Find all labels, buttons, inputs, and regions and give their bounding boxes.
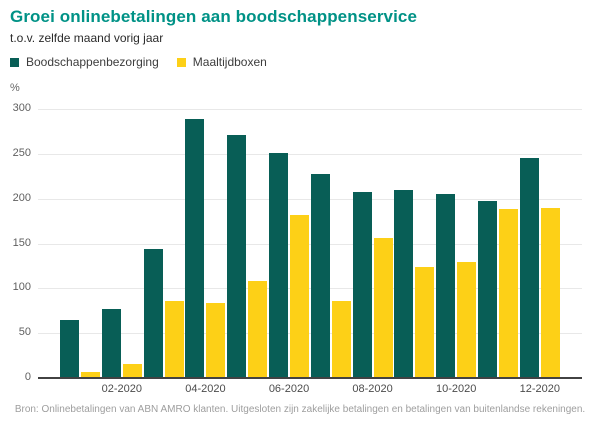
x-axis-tick-label-08-2020: 08-2020 — [352, 383, 393, 395]
x-axis-tick-label-12-2020: 12-2020 — [519, 383, 560, 395]
chart-subtitle: t.o.v. zelfde maand vorig jaar — [10, 31, 164, 45]
bar-11-2020-maaltijdboxen — [499, 208, 518, 378]
gridline-250 — [38, 153, 582, 155]
bar-05-2020-maaltijdboxen — [248, 281, 268, 378]
y-axis-tick-label-100: 100 — [12, 281, 31, 294]
legend-swatch-teal-icon — [10, 57, 19, 67]
bar-12-2020-maaltijdboxen — [540, 207, 560, 378]
y-axis-tick-label-150: 150 — [12, 236, 31, 249]
x-axis-tick-label-06-2020: 06-2020 — [268, 383, 310, 395]
bar-02-2020-boodschappenbezorging — [101, 308, 121, 378]
x-axis-tick-label-10-2020: 10-2020 — [436, 383, 477, 395]
legend-item-maaltijdboxen: Maaltijdboxen — [176, 55, 267, 69]
gridline-100 — [38, 288, 582, 290]
x-axis-tick-label-02-2020: 02-2020 — [101, 383, 142, 395]
bar-06-2020-boodschappenbezorging — [269, 152, 288, 378]
legend-item-boodschappenbezorging: Boodschappenbezorging — [10, 55, 159, 69]
bar-05-2020-boodschappenbezorging — [227, 135, 247, 378]
gridline-200 — [38, 198, 582, 200]
legend-label-boodschappenbezorging: Boodschappenbezorging — [26, 55, 159, 69]
bar-08-2020-boodschappenbezorging — [352, 191, 372, 378]
legend: Boodschappenbezorging Maaltijdboxen — [10, 55, 267, 69]
bar-09-2020-maaltijdboxen — [415, 266, 435, 378]
bar-06-2020-maaltijdboxen — [290, 214, 309, 378]
y-axis-tick-label-250: 250 — [12, 146, 31, 159]
legend-swatch-yellow-icon — [176, 57, 186, 67]
bar-10-2020-boodschappenbezorging — [436, 194, 456, 378]
bar-01-2020-maaltijdboxen — [81, 371, 100, 378]
source-note: Bron: Onlinebetalingen van ABN AMRO klan… — [14, 404, 586, 415]
gridline-50 — [38, 333, 582, 335]
legend-label-maaltijdboxen: Maaltijdboxen — [192, 55, 267, 69]
bar-04-2020-maaltijdboxen — [206, 302, 226, 378]
bar-11-2020-boodschappenbezorging — [478, 201, 497, 378]
y-axis-tick-label-300: 300 — [12, 102, 31, 114]
bar-03-2020-maaltijdboxen — [164, 300, 184, 378]
plot-area — [38, 109, 582, 379]
y-axis-tick-label-200: 200 — [12, 191, 31, 204]
chart-title: Groei onlinebetalingen aan boodschappens… — [10, 7, 418, 26]
bar-09-2020-boodschappenbezorging — [394, 189, 414, 378]
bar-01-2020-boodschappenbezorging — [60, 319, 79, 378]
bar-07-2020-maaltijdboxen — [331, 300, 351, 378]
y-axis-tick-label-0: 0 — [24, 371, 31, 383]
x-axis-tick-label-04-2020: 04-2020 — [185, 383, 226, 395]
bar-04-2020-boodschappenbezorging — [185, 118, 205, 378]
bar-07-2020-boodschappenbezorging — [310, 174, 330, 378]
bar-08-2020-maaltijdboxen — [373, 238, 393, 378]
x-axis-line — [38, 377, 582, 379]
bar-10-2020-maaltijdboxen — [457, 262, 477, 378]
bar-12-2020-boodschappenbezorging — [519, 158, 539, 378]
y-axis-unit-label: % — [10, 82, 20, 94]
gridline-300 — [38, 109, 582, 110]
bar-02-2020-maaltijdboxen — [122, 363, 142, 378]
bar-03-2020-boodschappenbezorging — [143, 248, 163, 378]
y-axis-tick-label-50: 50 — [18, 326, 31, 339]
gridline-150 — [38, 243, 582, 245]
